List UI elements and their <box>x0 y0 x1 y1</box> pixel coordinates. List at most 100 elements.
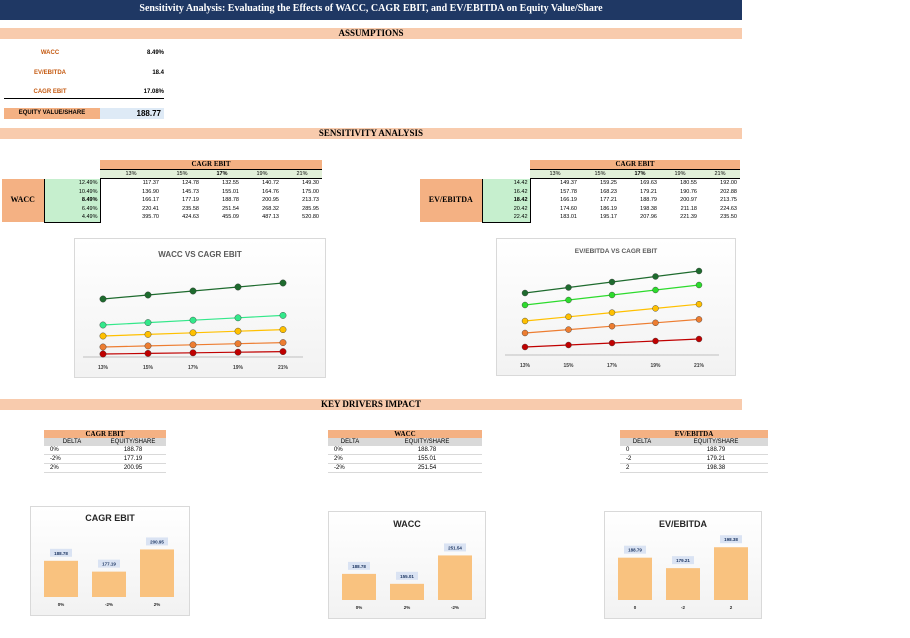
bar <box>390 583 424 600</box>
data-point <box>652 337 659 345</box>
table-cell: 235.58 <box>182 205 199 212</box>
section-key-drivers: KEY DRIVERS IMPACT <box>0 399 742 410</box>
data-point <box>608 278 616 286</box>
data-point <box>279 339 287 347</box>
table-cell: 166.17 <box>142 197 159 203</box>
chart-title: WACC VS CAGR EBIT <box>158 250 242 259</box>
table-cell: 285.95 <box>302 205 319 212</box>
data-label-bg <box>720 535 742 544</box>
table-cell: 177.21 <box>600 197 617 203</box>
table-cell: 251.54 <box>222 205 239 212</box>
wacc-bar-chart: WACC 188.78 0% 155.01 2% 251.54 -2% <box>328 511 486 619</box>
data-point <box>99 321 107 329</box>
col-header: CAGR EBIT <box>100 160 322 169</box>
table-cell: 174.60 <box>560 205 577 212</box>
kd-value: 188.78 <box>100 446 166 455</box>
table-cell: 424.63 <box>182 214 199 221</box>
wacc-bar-svg: WACC 188.78 0% 155.01 2% 251.54 -2% <box>342 519 472 610</box>
x-tick-label: -2% <box>451 605 459 610</box>
kd-value: 198.38 <box>664 463 768 473</box>
data-label-bg <box>396 571 418 580</box>
data-point <box>189 341 197 349</box>
data-label: 200.95 <box>150 539 164 544</box>
chart-title: WACC <box>393 519 421 529</box>
data-label-bg <box>672 556 694 565</box>
bar <box>342 573 376 600</box>
data-point <box>99 295 107 303</box>
row-label: 14.42 <box>481 178 531 188</box>
chart-title: EV/EBITDA <box>659 519 708 529</box>
assumption-wacc-value: 8.49% <box>146 50 164 56</box>
table-cell: 235.50 <box>720 214 737 221</box>
x-tick-label: 21% <box>694 363 705 369</box>
row-label: 22.42 <box>481 213 531 223</box>
table-cell: 192.00 <box>720 180 737 186</box>
table-cell: 136.90 <box>142 188 159 195</box>
data-point <box>565 296 572 304</box>
equity-label: EQUITY VALUE/SHARE <box>4 108 100 119</box>
row-label: 16.42 <box>481 187 531 196</box>
data-point <box>189 329 197 337</box>
data-point <box>652 273 659 280</box>
key-driver-table: EV/EBITDA DELTA EQUITY/SHARE 0 188.79 -2 179.2… <box>620 430 768 473</box>
data-point <box>695 281 703 289</box>
data-point <box>608 322 616 330</box>
table-cell: 179.21 <box>640 188 657 195</box>
data-point <box>144 350 152 357</box>
table-cell: 202.88 <box>720 188 737 195</box>
ev-line-svg: EV/EBITDA VS CAGR EBIT 13% 15% 17% 19% 21% <box>505 248 719 369</box>
row-label: 10.49% <box>43 187 101 196</box>
data-label: 251.54 <box>448 545 462 550</box>
data-point <box>234 283 242 291</box>
kd-value: 200.95 <box>100 463 166 473</box>
data-point <box>565 313 572 321</box>
table-cell: 149.37 <box>560 180 577 186</box>
x-tick-label: 17% <box>607 363 618 369</box>
kd-delta: 0 <box>620 446 664 455</box>
table-cell: 180.55 <box>680 180 697 186</box>
data-point <box>279 312 287 319</box>
table-cell: 117.37 <box>142 180 159 186</box>
page-title: Sensitivity Analysis: Evaluating the Eff… <box>0 0 742 20</box>
kd-value: 188.79 <box>664 446 768 455</box>
kd-delta: -2% <box>44 454 100 464</box>
x-tick-label: 13% <box>98 365 109 371</box>
table-cell: 157.78 <box>560 188 577 195</box>
col-label: 17% <box>202 168 242 179</box>
col-label: 21% <box>700 168 740 179</box>
table-cell: 149.30 <box>302 180 319 186</box>
x-tick-label: 0 <box>634 605 637 610</box>
table-cell: 207.96 <box>640 214 657 221</box>
data-point <box>144 319 152 327</box>
table-cell: 164.76 <box>262 188 279 195</box>
bar <box>140 549 174 597</box>
ev-line-chart: EV/EBITDA VS CAGR EBIT 13% 15% 17% 19% 21% <box>496 238 736 376</box>
bar <box>618 557 652 600</box>
x-tick-label: 15% <box>143 365 154 371</box>
table-cell: 195.17 <box>600 214 617 221</box>
row-label: 20.42 <box>481 204 531 213</box>
ev-bar-svg: EV/EBITDA 188.79 0 179.21 -2 198.38 2 <box>618 519 748 610</box>
row-label: 12.49% <box>43 178 101 188</box>
kd-delta: 0% <box>328 446 372 455</box>
data-point <box>565 284 572 291</box>
table-cell: 186.19 <box>600 205 617 212</box>
x-tick-label: 0% <box>58 602 65 607</box>
data-point <box>521 301 529 309</box>
x-tick-label: 2 <box>730 605 733 610</box>
row-label: 8.49% <box>43 196 101 205</box>
table-cell: 140.72 <box>262 180 279 186</box>
table-cell: 155.01 <box>222 188 239 195</box>
x-tick-label: 2% <box>154 602 161 607</box>
data-point <box>695 267 703 275</box>
kd-delta: -2 <box>620 454 664 464</box>
table-cell: 268.32 <box>262 205 279 212</box>
x-tick-label: 0% <box>356 605 363 610</box>
table-cell: 183.01 <box>560 214 577 221</box>
cagr-bar-svg: CAGR EBIT 188.78 0% 177.19 -2% 200.95 2% <box>44 513 174 607</box>
data-label-bg <box>624 545 646 554</box>
data-point <box>189 287 197 295</box>
data-point <box>608 291 616 299</box>
x-tick-label: 13% <box>520 363 531 369</box>
row-header: EV/EBITDA <box>420 178 482 222</box>
